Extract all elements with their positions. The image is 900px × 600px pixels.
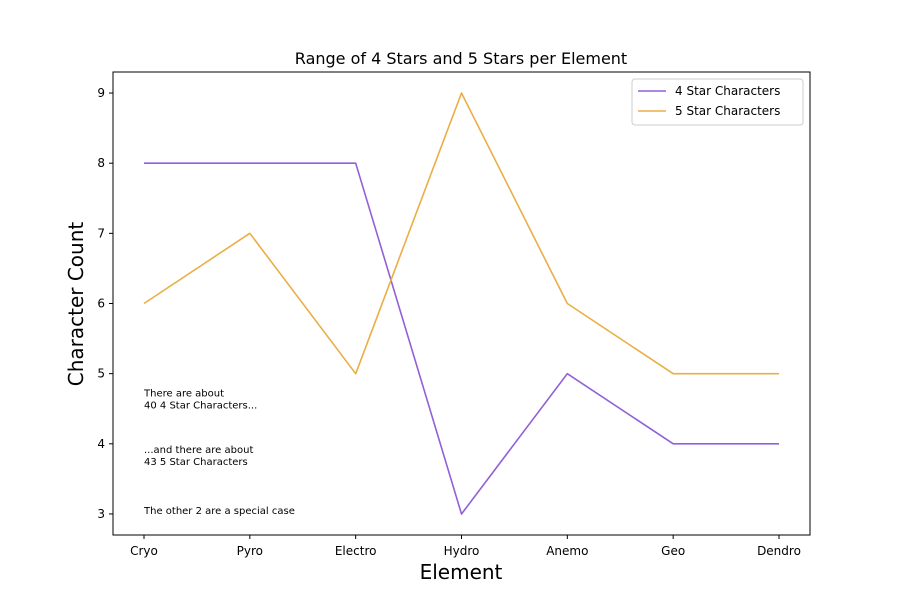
axes: Cryo Pyro Electro Hydro Anemo Geo Dendro 3 4 5 6 7 8… [97, 86, 801, 558]
y-tick-label-9: 9 [97, 86, 105, 100]
x-tick-label-electro: Electro [335, 544, 377, 558]
annotation-3: The other 2 are a special case [143, 506, 295, 517]
x-tick-label-anemo: Anemo [546, 544, 588, 558]
x-tick-label-cryo: Cryo [130, 544, 158, 558]
annotation-1: There are about 40 4 Star Characters... [143, 389, 257, 412]
x-tick-label-hydro: Hydro [444, 544, 480, 558]
chart-title: Range of 4 Stars and 5 Stars per Element [295, 49, 627, 68]
legend-label-4-star: 4 Star Characters [675, 84, 780, 98]
x-tick-label-geo: Geo [661, 544, 685, 558]
y-tick-label-3: 3 [97, 507, 105, 521]
y-axis-label: Character Count [64, 222, 88, 387]
x-axis-label: Element [420, 560, 503, 584]
series-line-5-star [143, 92, 779, 375]
y-tick-label-6: 6 [97, 297, 105, 311]
legend-label-5-star: 5 Star Characters [675, 104, 780, 118]
y-tick-label-5: 5 [97, 367, 105, 381]
plot-area: There are about 40 4 Star Characters.....… [143, 92, 780, 517]
annotation-2: ...and there are about 43 5 Star Characte… [144, 445, 253, 468]
y-tick-label-4: 4 [97, 437, 105, 451]
y-tick-label-7: 7 [97, 226, 105, 240]
x-tick-label-pyro: Pyro [237, 544, 263, 558]
legend: 4 Star Characters 5 Star Characters [631, 78, 804, 126]
legend-box [631, 78, 804, 126]
series-line-4-star [144, 162, 779, 515]
x-tick-label-dendro: Dendro [757, 544, 801, 558]
y-tick-label-8: 8 [97, 156, 105, 170]
